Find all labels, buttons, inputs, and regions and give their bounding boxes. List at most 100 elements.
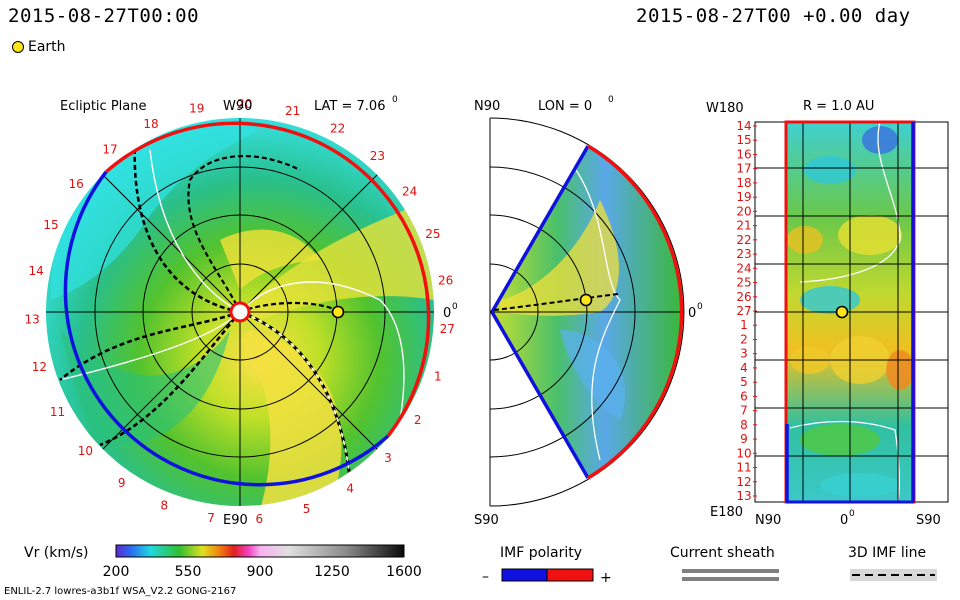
ecliptic-tick-label: 23	[370, 149, 385, 163]
ecliptic-negative-sector-arc	[63, 170, 390, 487]
imf-line-title: 3D IMF line	[848, 545, 926, 561]
ecliptic-tick-label: 18	[143, 117, 158, 131]
ecliptic-tick-label: 5	[303, 502, 311, 516]
radial-day-label: 3	[740, 347, 748, 361]
radial-bottom-zero: 0	[840, 513, 848, 528]
radial-day-label: 10	[736, 446, 751, 460]
radial-day-label: 19	[736, 190, 751, 204]
imf-minus-label: –	[482, 569, 489, 585]
radial-earth-marker-icon	[835, 305, 849, 319]
radial-title: R = 1.0 AU	[803, 99, 874, 114]
ecliptic-rotation-ticks: 19 20 212223242526271234567891011121314151…	[24, 97, 454, 526]
meridional-imf-line	[493, 293, 619, 311]
imf-polarity-legend: IMF polarity – +	[482, 545, 612, 586]
radial-day-label: 2	[740, 333, 748, 347]
radial-bottom-zero-degree: 0	[849, 509, 855, 519]
ecliptic-tick-label: 16	[68, 177, 83, 191]
meridional-zero-label: 0	[688, 306, 696, 321]
radial-day-label: 6	[740, 389, 748, 403]
ecliptic-tick-label: 9	[118, 476, 126, 490]
radial-day-label: 12	[736, 475, 751, 489]
ecliptic-tick-label: 4	[346, 481, 354, 495]
ecliptic-zero-label: 0	[443, 306, 451, 321]
ecliptic-tick-label: 20	[237, 97, 252, 111]
ecliptic-tick-label: 14	[28, 264, 43, 278]
radial-day-label: 26	[736, 290, 751, 304]
ecliptic-tick-label: 26	[438, 274, 453, 288]
colorbar-gradient	[115, 544, 405, 558]
ecliptic-zero-degree: 0	[452, 302, 458, 312]
ecliptic-tick-label: 7	[207, 511, 215, 525]
radial-day-label: 14	[736, 119, 751, 133]
ecliptic-title: Ecliptic Plane	[60, 99, 146, 114]
header-datetime-right: 2015-08-27T00 +0.00 day	[636, 5, 911, 27]
ecliptic-tick-label: 22	[330, 121, 345, 135]
ecliptic-tick-label: 3	[384, 451, 392, 465]
imf-positive-swatch	[546, 568, 594, 582]
radial-day-label: 15	[736, 133, 751, 147]
colorbar-tick-label: 1600	[386, 564, 422, 580]
meridional-lon-degree: 0	[608, 95, 614, 105]
radial-day-label: 13	[736, 489, 751, 503]
radial-bottom-left-label: E180	[710, 505, 743, 520]
meridional-plane-panel: N90 S90 LON = 0 0 0 0	[474, 95, 703, 528]
ecliptic-tick-label: 6	[255, 512, 263, 526]
sun-marker-icon	[229, 301, 251, 323]
meridional-grid	[489, 117, 685, 507]
imf-polarity-title: IMF polarity	[500, 545, 582, 561]
colorbar-label: Vr (km/s)	[24, 545, 88, 561]
radial-day-label: 22	[736, 233, 751, 247]
radial-day-label: 4	[740, 361, 748, 375]
radial-day-label: 16	[736, 148, 751, 162]
meridional-zero-degree: 0	[697, 302, 703, 312]
radial-day-label: 8	[740, 418, 748, 432]
ecliptic-bottom-label: E90	[223, 513, 248, 528]
ecliptic-lat-label: LAT = 7.06	[314, 99, 385, 114]
radial-day-label: 21	[736, 219, 751, 233]
earth-marker-icon	[12, 41, 24, 53]
ecliptic-tick-label: 15	[43, 218, 58, 232]
ecliptic-tick-label: 19	[189, 102, 204, 116]
meridional-negative-edge	[490, 145, 590, 313]
meridional-bottom-label: S90	[474, 513, 499, 528]
ecliptic-tick-label: 1	[434, 369, 442, 383]
radial-day-label: 24	[736, 261, 751, 275]
radial-day-label: 1	[740, 318, 748, 332]
radial-day-label: 11	[736, 461, 751, 475]
ecliptic-tick-label: 25	[425, 227, 440, 241]
radial-day-label: 20	[736, 204, 751, 218]
radial-day-label: 25	[736, 276, 751, 290]
ecliptic-positive-sector-arc	[104, 121, 431, 438]
ecliptic-tick-label: 13	[24, 312, 39, 326]
ecliptic-tick-label: 21	[285, 104, 300, 118]
ecliptic-tick-label: 17	[102, 143, 117, 157]
current-sheath-legend: Current sheath	[670, 545, 779, 581]
colorbar-tick-label: 900	[247, 564, 274, 580]
ecliptic-top-label: W90	[223, 99, 252, 114]
ecliptic-lat-degree: 0	[392, 95, 398, 105]
radial-day-label: 27	[736, 304, 751, 318]
ecliptic-tick-label: 27	[440, 322, 455, 336]
radial-top-left-label: W180	[706, 101, 744, 116]
ecliptic-tick-label: 2	[414, 413, 422, 427]
ecliptic-plane-panel: 19 20 212223242526271234567891011121314151…	[24, 95, 458, 528]
colorbar-tick-label: 200	[103, 564, 130, 580]
ecliptic-field-lines	[59, 139, 405, 481]
current-sheath-line-1	[682, 569, 779, 573]
radial-panel: 1415161718192021222324252627123456789101…	[706, 99, 949, 528]
ecliptic-tick-label: 11	[50, 405, 65, 419]
ecliptic-tick-label: 8	[160, 499, 168, 513]
imf-negative-swatch	[501, 568, 548, 582]
meridional-negative-edge-lower	[490, 311, 590, 479]
ecliptic-tick-label: 24	[402, 185, 417, 199]
colorbar-ticks: 200 550 900 1250 1600	[103, 564, 422, 580]
meridional-top-label: N90	[474, 99, 500, 114]
radial-day-label: 7	[740, 404, 748, 418]
radial-day-label: 9	[740, 432, 748, 446]
current-sheath-line-2	[682, 577, 779, 581]
radial-day-ticks: 1415161718192021222324252627123456789101…	[736, 119, 757, 503]
imf-line-legend: 3D IMF line	[848, 545, 937, 581]
earth-legend: Earth	[12, 39, 66, 55]
colorbar-tick-label: 550	[175, 564, 202, 580]
